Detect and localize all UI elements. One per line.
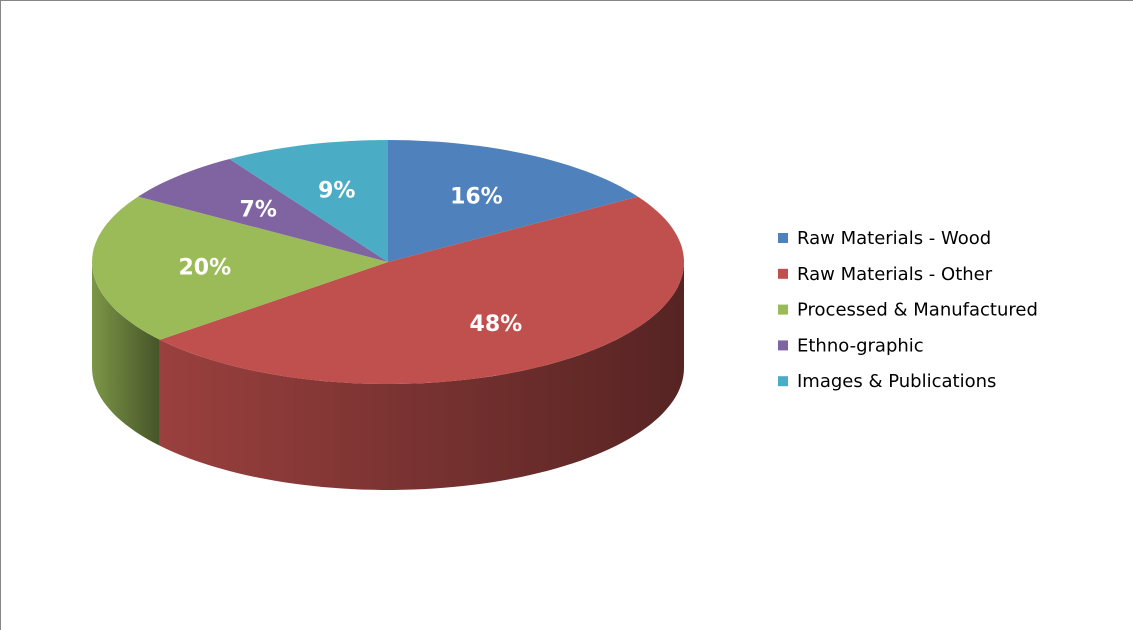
legend-label: Raw Materials - Other <box>797 264 993 285</box>
pie-slice-side <box>159 262 684 490</box>
data-label: 20% <box>179 256 232 281</box>
pie-slice <box>92 196 388 340</box>
legend-swatch <box>778 233 788 243</box>
legend-swatch <box>778 340 788 351</box>
data-label: 9% <box>318 178 355 203</box>
data-label: 48% <box>470 312 523 337</box>
legend-swatch <box>778 376 788 387</box>
legend-swatch <box>778 268 788 279</box>
pie-slice <box>229 140 388 262</box>
data-label: 7% <box>240 198 277 223</box>
legend-label: Images & Publications <box>797 371 996 392</box>
pie-slice-side <box>92 262 160 446</box>
legend-swatch <box>778 304 788 315</box>
legend-label: Ethno-graphic <box>797 335 924 356</box>
legend-label: Raw Materials - Wood <box>797 228 991 249</box>
pie-slice <box>388 140 638 262</box>
data-label: 16% <box>450 185 503 210</box>
pie-slice <box>159 196 684 384</box>
legend-label: Processed & Manufactured <box>797 300 1038 321</box>
pie-slice <box>138 159 388 262</box>
